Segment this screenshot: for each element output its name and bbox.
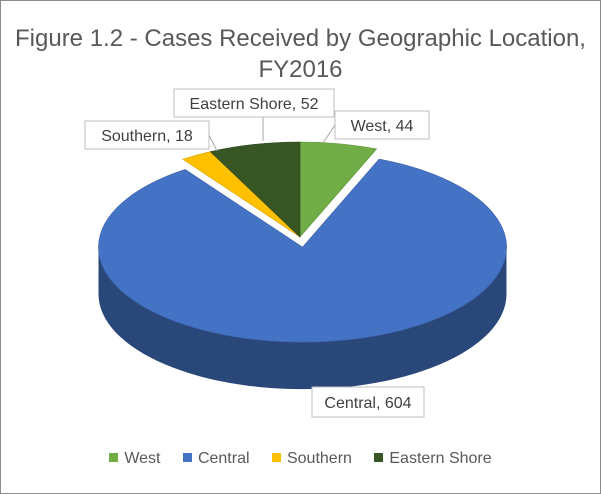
data-label-box-eastern-shore [173, 88, 335, 118]
data-label-central: Central, 604 [324, 395, 411, 412]
chart-title: Figure 1.2 - Cases Received by Geographi… [1, 23, 600, 85]
data-label-leader-west [322, 124, 336, 144]
legend-swatch-central [182, 453, 192, 462]
data-label-southern: Southern, 18 [101, 128, 193, 145]
data-label-west: West, 44 [351, 118, 414, 135]
legend-swatch-eastern-shore [374, 453, 384, 462]
data-label-leader-southern [208, 134, 218, 152]
pie-slices [98, 141, 507, 343]
legend-label-west: West [124, 450, 161, 467]
legend-label-eastern-shore: Eastern Shore [389, 450, 492, 467]
data-label-eastern-shore: Eastern Shore, 52 [190, 96, 319, 113]
chart-title-line-1: Figure 1.2 - Cases Received by Geographi… [15, 25, 586, 52]
chart-title-line-2: FY2016 [258, 56, 343, 83]
legend-item-eastern-shore: Eastern Shore [374, 448, 492, 470]
legend-item-west: West [109, 448, 161, 470]
data-label-box-west [334, 110, 430, 140]
pie-wall-central [98, 247, 507, 390]
legend-item-central: Central [182, 448, 250, 470]
legend-label-central: Central [197, 450, 250, 467]
chart-legend: West Central Southern Eastern Shore [1, 448, 600, 470]
data-label-box-southern [84, 120, 210, 150]
data-label-box-central [311, 386, 425, 418]
legend-swatch-west [109, 453, 119, 462]
legend-label-southern: Southern [286, 450, 352, 467]
legend-item-southern: Southern [271, 448, 352, 470]
pie-slice-eastern-shore [209, 141, 301, 238]
pie-slice-central [98, 158, 507, 343]
legend-swatch-southern [271, 453, 281, 462]
pie-data-labels: West, 44 Central, 604 Southern, 18 Eastern … [84, 88, 430, 418]
